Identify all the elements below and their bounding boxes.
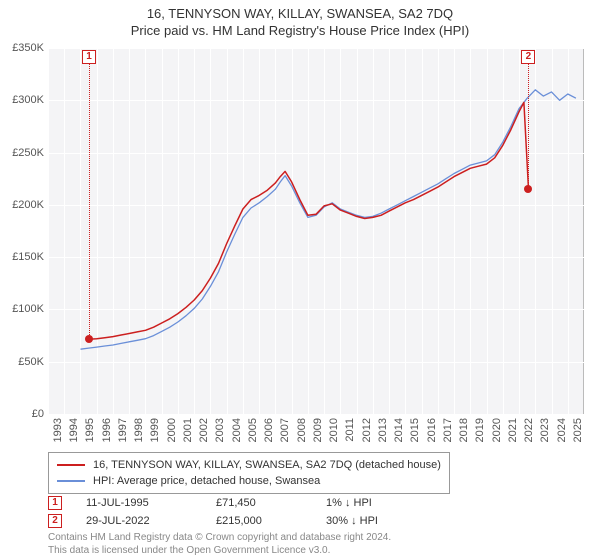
x-tick-label: 2025 xyxy=(572,418,584,442)
x-tick-label: 2009 xyxy=(312,418,324,442)
y-tick-label: £300K xyxy=(0,94,44,106)
y-tick-label: £350K xyxy=(0,42,44,54)
x-tick-label: 2013 xyxy=(377,418,389,442)
y-tick-label: £200K xyxy=(0,199,44,211)
marker-guideline xyxy=(528,50,529,185)
y-tick-label: £0 xyxy=(0,408,44,420)
x-tick-label: 2008 xyxy=(296,418,308,442)
line-series-svg xyxy=(48,48,584,414)
x-tick-label: 2017 xyxy=(442,418,454,442)
y-tick-label: £150K xyxy=(0,251,44,263)
footer-text: Contains HM Land Registry data © Crown c… xyxy=(48,532,391,557)
marker-label-box: 2 xyxy=(521,50,535,64)
gridline-horizontal xyxy=(48,414,584,415)
footer-line-2: This data is licensed under the Open Gov… xyxy=(48,545,391,558)
x-tick-label: 2002 xyxy=(198,418,210,442)
legend-label: HPI: Average price, detached house, Swan… xyxy=(93,475,320,487)
x-tick-label: 1995 xyxy=(84,418,96,442)
sale-info-rows: 1 11-JUL-1995£71,4501% ↓ HPI 2 29-JUL-2022£… xyxy=(48,494,446,530)
legend-swatch xyxy=(57,480,85,482)
x-tick-label: 1996 xyxy=(101,418,113,442)
info-cell-delta: 1% ↓ HPI xyxy=(326,497,446,509)
x-tick-label: 2004 xyxy=(231,418,243,442)
x-tick-label: 2019 xyxy=(474,418,486,442)
marker-dot xyxy=(85,335,93,343)
sale-info-row: 1 11-JUL-1995£71,4501% ↓ HPI xyxy=(48,494,446,512)
marker-label-box: 1 xyxy=(82,50,96,64)
title-main: 16, TENNYSON WAY, KILLAY, SWANSEA, SA2 7… xyxy=(0,6,600,21)
marker-guideline xyxy=(89,50,90,335)
x-tick-label: 2006 xyxy=(263,418,275,442)
info-cell-date: 29-JUL-2022 xyxy=(86,515,216,527)
info-cell-price: £71,450 xyxy=(216,497,326,509)
x-tick-label: 2020 xyxy=(491,418,503,442)
series-line-property xyxy=(89,102,528,339)
title-sub: Price paid vs. HM Land Registry's House … xyxy=(0,23,600,38)
x-tick-label: 2003 xyxy=(214,418,226,442)
legend-item: 16, TENNYSON WAY, KILLAY, SWANSEA, SA2 7… xyxy=(57,457,441,473)
x-tick-label: 2015 xyxy=(409,418,421,442)
x-tick-label: 2023 xyxy=(539,418,551,442)
x-tick-label: 2021 xyxy=(507,418,519,442)
x-tick-label: 2011 xyxy=(344,418,356,442)
marker-dot xyxy=(524,185,532,193)
x-tick-label: 1993 xyxy=(52,418,64,442)
y-tick-label: £50K xyxy=(0,356,44,368)
info-cell-delta: 30% ↓ HPI xyxy=(326,515,446,527)
chart-area: 12 £0£50K£100K£150K£200K£250K£300K£350K … xyxy=(48,48,584,414)
info-cell-price: £215,000 xyxy=(216,515,326,527)
y-tick-label: £100K xyxy=(0,303,44,315)
titles: 16, TENNYSON WAY, KILLAY, SWANSEA, SA2 7… xyxy=(0,0,600,38)
series-line-hpi xyxy=(81,90,576,349)
x-tick-label: 2007 xyxy=(279,418,291,442)
info-row-marker: 1 xyxy=(48,496,62,510)
x-tick-label: 2014 xyxy=(393,418,405,442)
footer-line-1: Contains HM Land Registry data © Crown c… xyxy=(48,532,391,545)
sale-info-row: 2 29-JUL-2022£215,00030% ↓ HPI xyxy=(48,512,446,530)
chart-container: 16, TENNYSON WAY, KILLAY, SWANSEA, SA2 7… xyxy=(0,0,600,560)
legend-label: 16, TENNYSON WAY, KILLAY, SWANSEA, SA2 7… xyxy=(93,459,441,471)
x-tick-label: 2010 xyxy=(328,418,340,442)
x-tick-label: 2012 xyxy=(361,418,373,442)
legend-swatch xyxy=(57,464,85,466)
x-tick-label: 2005 xyxy=(247,418,259,442)
x-tick-label: 2024 xyxy=(556,418,568,442)
x-tick-label: 2016 xyxy=(426,418,438,442)
info-row-marker: 2 xyxy=(48,514,62,528)
x-tick-label: 2022 xyxy=(523,418,535,442)
info-cell-date: 11-JUL-1995 xyxy=(86,497,216,509)
x-tick-label: 2000 xyxy=(166,418,178,442)
legend-item: HPI: Average price, detached house, Swan… xyxy=(57,473,441,489)
x-tick-label: 1997 xyxy=(117,418,129,442)
x-tick-label: 2001 xyxy=(182,418,194,442)
y-tick-label: £250K xyxy=(0,147,44,159)
x-tick-label: 1998 xyxy=(133,418,145,442)
legend-box: 16, TENNYSON WAY, KILLAY, SWANSEA, SA2 7… xyxy=(48,452,450,494)
x-tick-label: 1999 xyxy=(149,418,161,442)
x-tick-label: 1994 xyxy=(68,418,80,442)
x-tick-label: 2018 xyxy=(458,418,470,442)
